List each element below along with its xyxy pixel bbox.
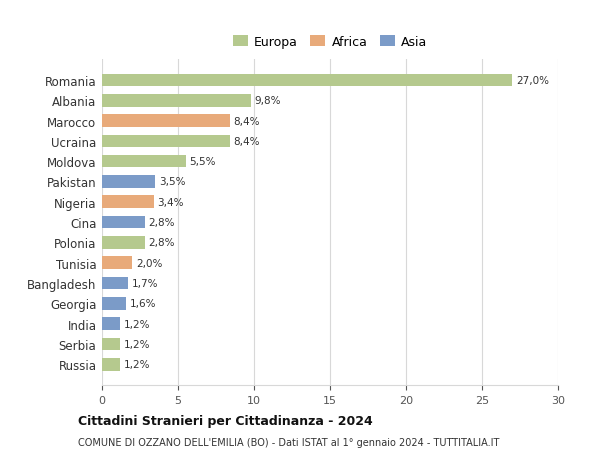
- Bar: [102, 74, 512, 87]
- Text: 2,0%: 2,0%: [136, 258, 163, 268]
- Bar: [102, 216, 145, 229]
- Bar: [102, 176, 155, 188]
- Text: Cittadini Stranieri per Cittadinanza - 2024: Cittadini Stranieri per Cittadinanza - 2…: [78, 414, 373, 428]
- Bar: [102, 196, 154, 209]
- Bar: [102, 338, 120, 351]
- Bar: [102, 135, 230, 148]
- Text: 3,4%: 3,4%: [157, 197, 184, 207]
- Bar: [102, 358, 120, 371]
- Bar: [102, 236, 145, 249]
- Text: 5,5%: 5,5%: [190, 157, 216, 167]
- Text: 1,2%: 1,2%: [124, 319, 151, 329]
- Text: 2,8%: 2,8%: [148, 218, 175, 228]
- Text: 1,2%: 1,2%: [124, 359, 151, 369]
- Text: 8,4%: 8,4%: [233, 116, 260, 126]
- Bar: [102, 115, 230, 128]
- Text: 1,7%: 1,7%: [131, 279, 158, 288]
- Bar: [102, 156, 185, 168]
- Text: COMUNE DI OZZANO DELL'EMILIA (BO) - Dati ISTAT al 1° gennaio 2024 - TUTTITALIA.I: COMUNE DI OZZANO DELL'EMILIA (BO) - Dati…: [78, 437, 499, 447]
- Bar: [102, 318, 120, 330]
- Bar: [102, 277, 128, 290]
- Bar: [102, 257, 133, 269]
- Text: 3,5%: 3,5%: [159, 177, 185, 187]
- Bar: [102, 95, 251, 107]
- Text: 2,8%: 2,8%: [148, 238, 175, 248]
- Text: 1,6%: 1,6%: [130, 299, 157, 308]
- Bar: [102, 297, 127, 310]
- Text: 1,2%: 1,2%: [124, 339, 151, 349]
- Text: 27,0%: 27,0%: [516, 76, 549, 86]
- Text: 9,8%: 9,8%: [255, 96, 281, 106]
- Text: 8,4%: 8,4%: [233, 137, 260, 146]
- Legend: Europa, Africa, Asia: Europa, Africa, Asia: [230, 34, 430, 51]
